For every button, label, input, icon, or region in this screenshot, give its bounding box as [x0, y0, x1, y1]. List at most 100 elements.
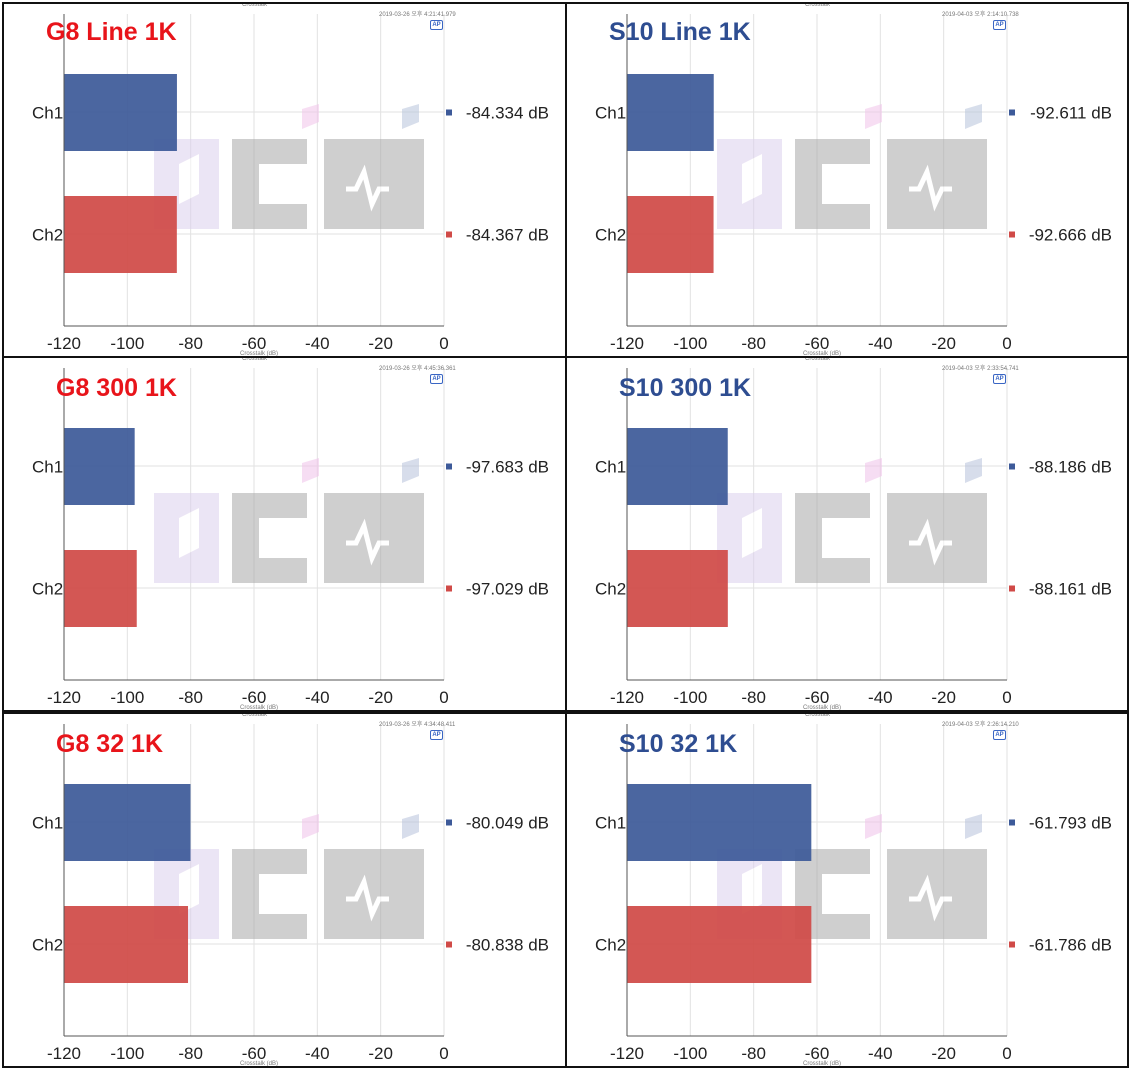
- bar-ch1: [627, 784, 812, 861]
- x-tick-label: -100: [673, 688, 707, 707]
- x-tick-label: -60: [242, 688, 267, 707]
- value-label: -97.683 dB: [466, 458, 549, 477]
- value-label: -84.367 dB: [466, 226, 549, 245]
- x-axis-label: Crosstalk (dB): [803, 351, 842, 357]
- chart-panel: Ch1 Ch2 -120 -100 -80 -60 -40 -20 0 -84.334 dB -84…: [2, 2, 567, 358]
- chart-timestamp: 2019-04-03 오후 2:33:54.741: [942, 366, 1019, 372]
- x-tick-label: -100: [110, 334, 144, 353]
- chart-timestamp: 2019-03-26 오후 4:34:48.411: [379, 722, 456, 728]
- x-tick-label: 0: [1002, 1044, 1011, 1063]
- value-label: -61.786 dB: [1029, 936, 1112, 955]
- crosstalk-chart: Ch1 Ch2 -120 -100 -80 -60 -40 -20 0 -88.186 dB -88…: [595, 368, 1112, 707]
- legend-marker: [1009, 463, 1015, 470]
- ap-logo-icon: AP: [993, 730, 1006, 740]
- panel-title: S10 Line 1K: [609, 18, 751, 46]
- category-label: Ch2: [32, 936, 63, 955]
- legend-marker: [1009, 819, 1015, 826]
- legend-marker: [1009, 941, 1015, 948]
- x-tick-label: -120: [610, 1044, 644, 1063]
- x-tick-label: 0: [1002, 334, 1011, 353]
- chart-timestamp: 2019-04-03 오후 2:14:10.738: [942, 12, 1019, 18]
- bar-ch1: [64, 784, 191, 861]
- ap-logo-icon: AP: [430, 20, 443, 30]
- x-tick-label: -120: [47, 1044, 81, 1063]
- chart-panel: Ch1 Ch2 -120 -100 -80 -60 -40 -20 0 -61.793 dB -61…: [565, 712, 1129, 1068]
- x-tick-label: -100: [110, 688, 144, 707]
- value-label: -61.793 dB: [1029, 814, 1112, 833]
- crosstalk-chart: Ch1 Ch2 -120 -100 -80 -60 -40 -20 0 -97.683 dB -97…: [32, 368, 549, 707]
- x-tick-label: 0: [439, 334, 448, 353]
- chart-timestamp: 2019-04-03 오후 2:26:14.210: [942, 722, 1019, 728]
- chart-header-small: Crosstalk: [242, 356, 268, 362]
- x-tick-label: -20: [368, 688, 393, 707]
- x-tick-label: -40: [868, 334, 893, 353]
- watermark-logo: [154, 814, 424, 939]
- chart-header-small: Crosstalk: [805, 712, 831, 718]
- chart-panel: Ch1 Ch2 -120 -100 -80 -60 -40 -20 0 -97.683 dB -97…: [2, 356, 567, 712]
- x-tick-label: -120: [47, 688, 81, 707]
- x-tick-label: -100: [673, 334, 707, 353]
- x-tick-label: -120: [610, 688, 644, 707]
- x-tick-label: -20: [368, 334, 393, 353]
- x-tick-label: -100: [110, 1044, 144, 1063]
- category-label: Ch2: [32, 226, 63, 245]
- x-tick-label: -20: [368, 1044, 393, 1063]
- category-label: Ch2: [595, 580, 626, 599]
- value-label: -88.186 dB: [1029, 458, 1112, 477]
- x-tick-label: 0: [439, 688, 448, 707]
- bar-ch2: [64, 550, 137, 627]
- value-label: -88.161 dB: [1029, 580, 1112, 599]
- bar-ch2: [64, 196, 177, 273]
- panel-title: S10 32 1K: [619, 730, 738, 758]
- crosstalk-chart: Ch1 Ch2 -120 -100 -80 -60 -40 -20 0 -92.611 dB -92…: [595, 14, 1112, 353]
- x-tick-label: -120: [47, 334, 81, 353]
- category-label: Ch1: [32, 104, 63, 123]
- legend-marker: [1009, 231, 1015, 238]
- x-axis-label: Crosstalk (dB): [240, 705, 279, 711]
- ap-logo-icon: AP: [430, 730, 443, 740]
- category-label: Ch1: [595, 814, 626, 833]
- x-tick-label: -100: [673, 1044, 707, 1063]
- crosstalk-chart: Ch1 Ch2 -120 -100 -80 -60 -40 -20 0 -80.049 dB -80…: [32, 724, 549, 1063]
- bar-ch2: [627, 550, 728, 627]
- ap-logo-icon: AP: [993, 374, 1006, 384]
- x-tick-label: -80: [178, 334, 203, 353]
- value-label: -92.611 dB: [1030, 104, 1112, 123]
- category-label: Ch2: [595, 936, 626, 955]
- x-tick-label: -40: [305, 334, 330, 353]
- x-tick-label: -60: [805, 688, 830, 707]
- legend-marker: [446, 109, 452, 116]
- x-tick-label: -20: [931, 334, 956, 353]
- x-tick-label: -60: [805, 334, 830, 353]
- ap-logo-icon: AP: [430, 374, 443, 384]
- x-tick-label: -60: [242, 334, 267, 353]
- legend-marker: [1009, 585, 1015, 592]
- chart-header-small: Crosstalk: [805, 2, 831, 8]
- legend-marker: [1009, 109, 1015, 116]
- x-tick-label: -40: [305, 688, 330, 707]
- watermark-logo: [154, 104, 424, 229]
- watermark-logo: [717, 458, 987, 583]
- x-axis-label: Crosstalk (dB): [240, 1061, 279, 1067]
- x-axis-label: Crosstalk (dB): [803, 705, 842, 711]
- chart-timestamp: 2019-03-26 오후 4:21:41.979: [379, 12, 456, 18]
- legend-marker: [446, 819, 452, 826]
- x-tick-label: -80: [741, 334, 766, 353]
- bar-ch2: [64, 906, 189, 983]
- chart-panel: Ch1 Ch2 -120 -100 -80 -60 -40 -20 0 -92.611 dB -92…: [565, 2, 1129, 358]
- x-tick-label: 0: [1002, 688, 1011, 707]
- crosstalk-chart: Ch1 Ch2 -120 -100 -80 -60 -40 -20 0 -61.793 dB -61…: [595, 724, 1112, 1063]
- crosstalk-chart: Ch1 Ch2 -120 -100 -80 -60 -40 -20 0 -84.334 dB -84…: [32, 14, 549, 353]
- x-tick-label: -80: [741, 688, 766, 707]
- legend-marker: [446, 585, 452, 592]
- x-tick-label: -40: [868, 688, 893, 707]
- x-tick-label: -20: [931, 1044, 956, 1063]
- bar-ch1: [64, 428, 135, 505]
- bar-ch2: [627, 906, 812, 983]
- chart-header-small: Crosstalk: [242, 2, 268, 8]
- value-label: -80.049 dB: [466, 814, 549, 833]
- chart-timestamp: 2019-03-26 오후 4:45:36.361: [379, 366, 456, 372]
- watermark-logo: [154, 458, 424, 583]
- panel-title: G8 300 1K: [56, 374, 177, 402]
